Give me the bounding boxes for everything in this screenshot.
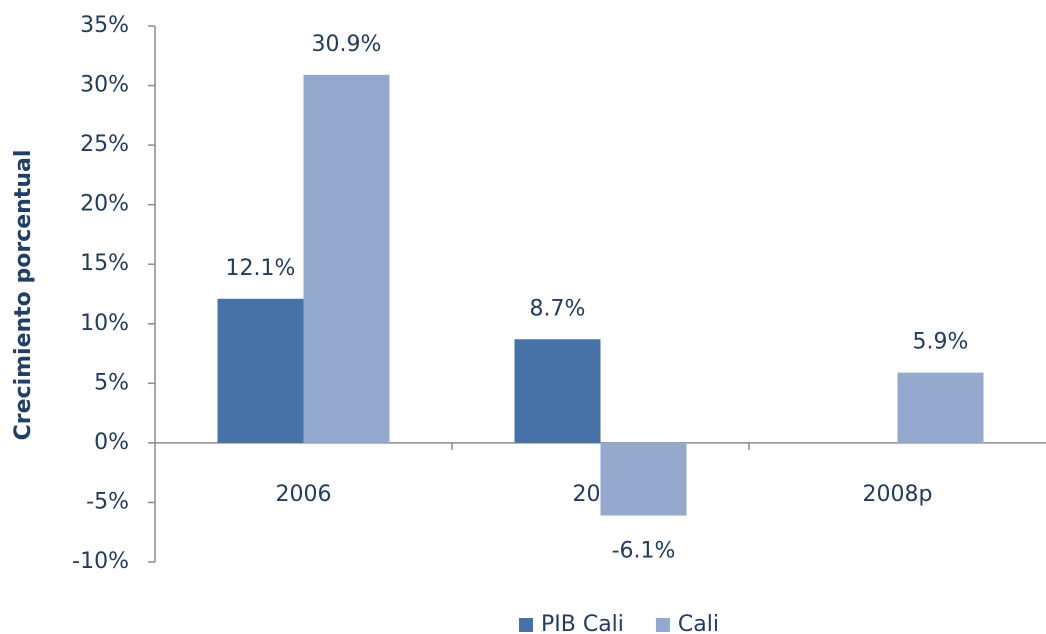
y-tick-label: -5% — [86, 489, 129, 514]
y-tick-label: 0% — [94, 430, 129, 455]
y-tick-label: 15% — [80, 251, 129, 276]
value-label: 30.9% — [312, 32, 382, 57]
bar — [897, 372, 984, 443]
legend-swatch — [655, 618, 670, 632]
value-label: 12.1% — [226, 256, 296, 281]
legend-label: Cali — [678, 612, 719, 634]
y-tick-label: 20% — [80, 192, 129, 217]
value-label: -6.1% — [612, 539, 676, 564]
bar — [217, 298, 304, 443]
value-label: 8.7% — [530, 296, 586, 321]
y-tick-label: 25% — [80, 132, 129, 157]
x-tick-label: 2006 — [276, 482, 332, 507]
y-tick-label: 30% — [80, 73, 129, 98]
x-tick-label: 2008p — [863, 482, 933, 507]
y-tick-label: 35% — [80, 13, 129, 38]
bar — [303, 74, 390, 443]
value-label: 5.9% — [913, 330, 969, 355]
bar — [600, 442, 687, 516]
legend-swatch — [519, 618, 533, 632]
legend-label: PIB Cali — [541, 612, 624, 634]
y-tick-label: 5% — [94, 370, 129, 395]
y-tick-label: 10% — [80, 311, 129, 336]
y-tick-label: -10% — [72, 549, 129, 574]
bar — [514, 339, 601, 443]
y-axis-label: Crecimiento porcentual — [11, 150, 36, 441]
